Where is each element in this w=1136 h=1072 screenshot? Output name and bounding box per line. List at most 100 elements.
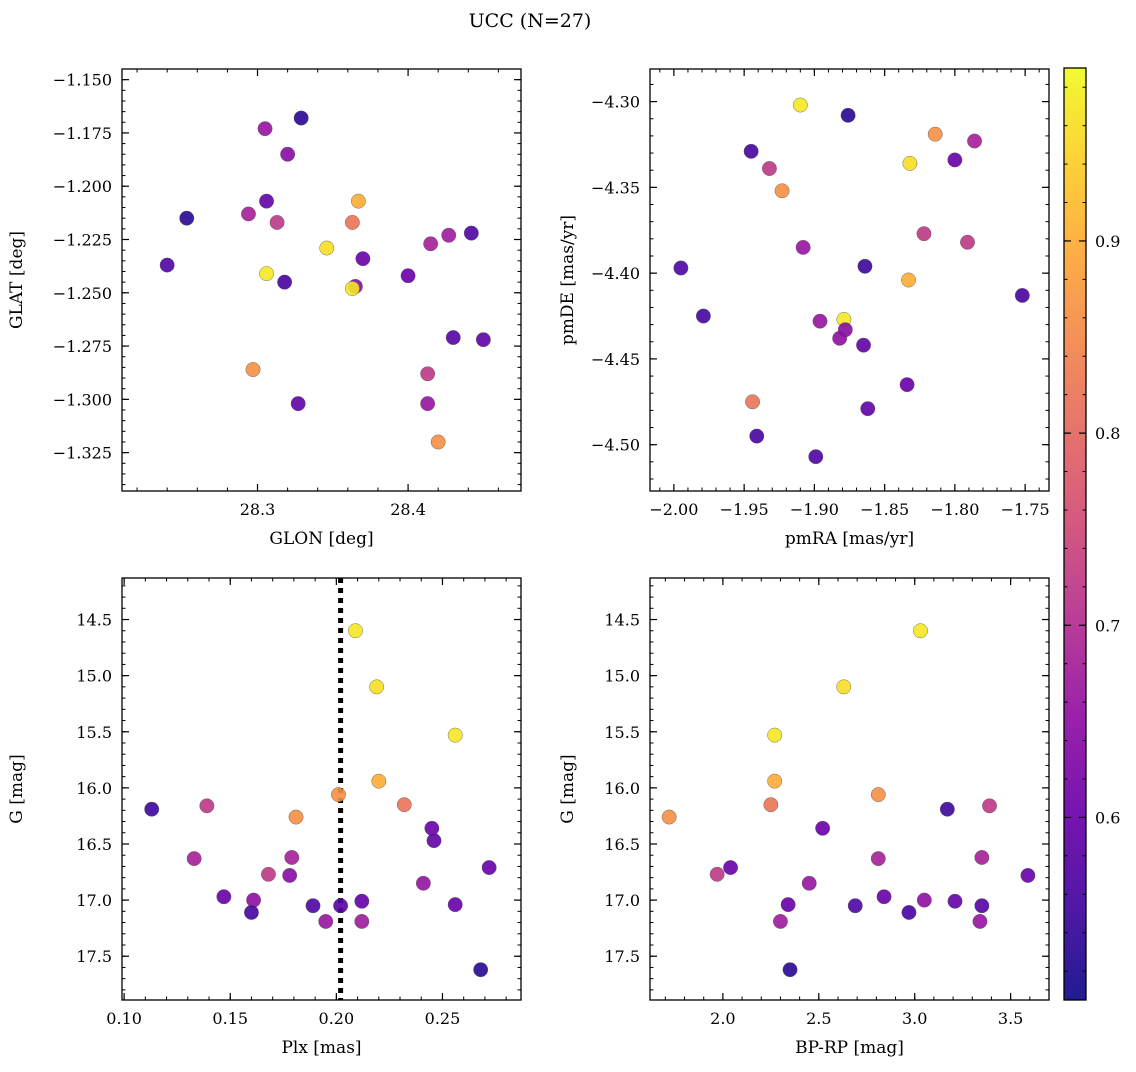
y-tick-label: 15.5 — [76, 723, 112, 742]
y-tick-label: 14.5 — [76, 611, 112, 630]
y-axis-label: G [mag] — [558, 754, 578, 823]
x-tick-label: 0.10 — [106, 1009, 142, 1028]
colorbar-tick-label: 0.7 — [1095, 616, 1120, 635]
x-axis-label: GLON [deg] — [269, 529, 373, 549]
data-point — [745, 394, 760, 410]
data-point — [902, 155, 918, 171]
x-tick-label: −1.80 — [930, 500, 979, 519]
data-point — [808, 449, 824, 465]
x-tick-label: 0.15 — [212, 1009, 248, 1028]
data-point — [354, 893, 370, 909]
x-tick-label: 3.5 — [998, 1009, 1023, 1028]
data-point — [284, 850, 300, 865]
x-tick-label: 0.20 — [319, 1009, 355, 1028]
data-point — [960, 234, 975, 250]
data-point — [857, 258, 873, 274]
data-point — [246, 892, 261, 908]
y-tick-label: 17.0 — [604, 891, 640, 910]
data-point — [832, 330, 848, 346]
data-point — [913, 623, 928, 639]
data-point — [159, 257, 175, 273]
data-point — [241, 206, 256, 222]
x-tick-label: 2.5 — [806, 1009, 831, 1028]
data-point — [815, 820, 831, 836]
data-point — [199, 798, 215, 814]
y-tick-label: −4.45 — [591, 350, 640, 369]
data-point — [947, 893, 963, 909]
data-point — [767, 773, 783, 789]
data-point — [773, 914, 788, 929]
y-axis-label: GLAT [deg] — [7, 231, 27, 329]
data-point — [447, 897, 463, 913]
data-point — [762, 161, 777, 176]
axes-frame — [649, 68, 1050, 492]
data-point — [290, 396, 306, 412]
y-tick-label: 16.5 — [76, 835, 112, 854]
data-point — [415, 875, 431, 891]
data-point — [916, 892, 932, 908]
data-point — [870, 787, 886, 803]
x-tick-label: −1.75 — [1001, 500, 1050, 519]
y-axis-label: pmDE [mas/yr] — [558, 215, 578, 345]
x-axis-label: BP-RP [mag] — [795, 1038, 904, 1058]
data-point — [369, 679, 385, 695]
data-point — [749, 428, 765, 444]
data-point — [447, 727, 463, 743]
y-tick-label: 16.0 — [76, 779, 112, 798]
data-point — [901, 905, 917, 920]
data-point — [350, 193, 366, 209]
data-point — [244, 905, 259, 920]
y-tick-label: 14.5 — [604, 611, 640, 630]
data-point — [318, 914, 334, 929]
data-point — [782, 962, 798, 978]
data-point — [259, 193, 274, 209]
x-axis-label: pmRA [mas/yr] — [785, 529, 914, 549]
y-tick-label: 16.5 — [604, 835, 640, 854]
y-tick-label: −4.35 — [591, 178, 640, 197]
y-tick-label: −1.150 — [53, 71, 112, 90]
y-tick-label: 15.0 — [604, 667, 640, 686]
y-tick-label: −1.225 — [53, 231, 112, 250]
y-tick-label: −1.275 — [53, 337, 112, 356]
data-point — [259, 266, 274, 282]
data-point — [661, 809, 677, 825]
y-tick-label: −1.250 — [53, 284, 112, 303]
data-point — [967, 133, 982, 149]
subplots: 28.3 28.4 −1.150 −1.175 −1.200 −1.225 −1.250 −1… — [7, 68, 1050, 1058]
data-point — [836, 679, 852, 695]
data-point — [475, 332, 491, 348]
y-tick-label: 17.5 — [76, 947, 112, 966]
data-point — [916, 226, 932, 242]
y-tick-label: −4.40 — [591, 264, 640, 283]
x-tick-label: 2.0 — [710, 1009, 735, 1028]
data-point — [860, 401, 876, 417]
y-axis-label: G [mag] — [7, 754, 27, 823]
data-point — [709, 866, 725, 882]
data-point — [795, 240, 811, 255]
data-point — [257, 121, 273, 137]
data-point — [870, 851, 886, 866]
x-tick-label: 28.4 — [390, 500, 426, 519]
data-point — [939, 801, 955, 817]
data-point — [348, 623, 363, 639]
data-point — [179, 210, 195, 226]
data-point — [282, 868, 298, 883]
data-point — [899, 377, 915, 393]
data-point — [473, 962, 489, 978]
subplot-plx-g: 0.10 0.15 0.20 0.25 14.5 15.0 15.5 16.0 16.5 17.0… — [7, 577, 522, 1058]
subplot-pmra-pmde: −2.00 −1.95 −1.90 −1.85 −1.80 −1.75 −4.30 −4.35… — [558, 68, 1050, 549]
y-tick-label: −1.325 — [53, 444, 112, 463]
x-tick-label: −2.00 — [649, 500, 698, 519]
colorbar-tick-label: 0.8 — [1095, 424, 1120, 443]
data-point — [277, 274, 293, 290]
y-tick-label: −4.50 — [591, 436, 640, 455]
data-point — [354, 914, 370, 929]
data-point — [280, 146, 296, 162]
y-tick-label: 17.0 — [76, 891, 112, 910]
data-point — [344, 281, 360, 296]
data-point — [767, 727, 783, 743]
figure-title: UCC (N=27) — [469, 10, 592, 32]
